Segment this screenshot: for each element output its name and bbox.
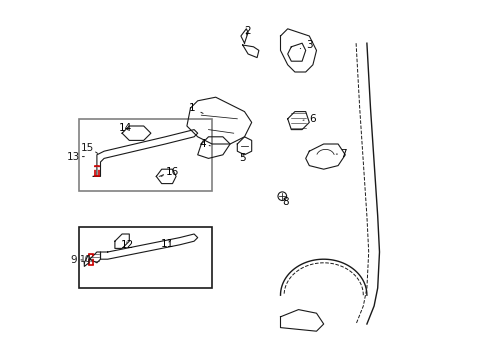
Text: 14: 14 bbox=[118, 123, 131, 133]
Text: 4: 4 bbox=[200, 139, 210, 149]
Text: 2: 2 bbox=[244, 26, 250, 36]
Text: 8: 8 bbox=[281, 197, 288, 207]
Text: 7: 7 bbox=[336, 149, 346, 159]
Text: 5: 5 bbox=[239, 153, 245, 163]
Text: 10: 10 bbox=[80, 256, 92, 264]
Text: 6: 6 bbox=[303, 114, 316, 124]
Text: 1: 1 bbox=[188, 103, 203, 113]
Text: 12: 12 bbox=[121, 240, 134, 250]
Text: 11: 11 bbox=[160, 239, 173, 249]
Text: 9: 9 bbox=[70, 255, 77, 265]
Bar bbox=[79, 227, 212, 288]
Text: 16: 16 bbox=[161, 167, 179, 177]
Bar bbox=[79, 119, 212, 191]
Text: 15: 15 bbox=[81, 143, 94, 153]
Text: 13: 13 bbox=[67, 152, 80, 162]
Text: 3: 3 bbox=[300, 40, 312, 50]
